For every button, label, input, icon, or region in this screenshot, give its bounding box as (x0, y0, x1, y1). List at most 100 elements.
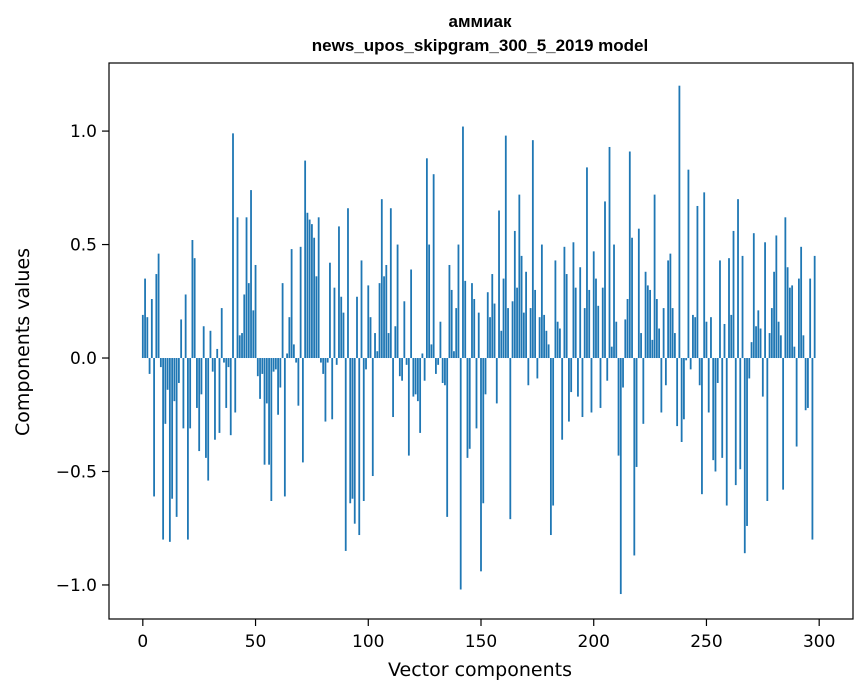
bar (347, 208, 349, 359)
bar (669, 253, 672, 359)
bar (484, 358, 487, 395)
bar (396, 244, 399, 359)
bar (685, 358, 688, 361)
bar (459, 358, 462, 590)
bar (387, 333, 390, 359)
bar (281, 283, 284, 359)
bar (392, 358, 394, 418)
bar (775, 235, 778, 359)
bar (335, 358, 338, 365)
bar (153, 358, 155, 497)
bar (374, 333, 376, 359)
bar (653, 194, 656, 359)
bar (283, 358, 286, 497)
bar (714, 358, 717, 472)
bar (141, 314, 144, 359)
bar (786, 267, 789, 359)
bar (313, 237, 316, 359)
bar (552, 358, 555, 506)
bar (455, 308, 458, 359)
bar (214, 358, 216, 440)
x-tick-label: 50 (245, 632, 267, 652)
bar (437, 358, 440, 365)
bar (788, 287, 791, 359)
bar (626, 299, 629, 359)
bar (561, 358, 564, 440)
bar (671, 308, 674, 359)
bar (689, 358, 692, 370)
bar (220, 308, 223, 359)
bars-group (141, 85, 816, 595)
bar (748, 358, 751, 379)
bar (315, 276, 318, 359)
bar (613, 244, 615, 359)
bar (290, 249, 293, 359)
bar (365, 358, 367, 370)
bar (791, 285, 794, 359)
bar (358, 358, 361, 536)
bar (493, 303, 496, 359)
bar (333, 287, 336, 359)
y-tick-label: −0.5 (56, 462, 97, 482)
bar (182, 358, 185, 429)
bar (187, 358, 189, 540)
bar (218, 358, 221, 433)
bar (683, 358, 685, 420)
bar (649, 289, 651, 359)
bar (322, 358, 325, 374)
bar (299, 246, 302, 359)
bar (428, 244, 431, 359)
bar (232, 133, 234, 359)
bar (658, 328, 661, 359)
bar (579, 267, 582, 359)
bar (703, 192, 706, 359)
bar (207, 358, 210, 481)
bar (155, 274, 158, 359)
bar (755, 326, 757, 359)
bar (604, 201, 606, 359)
bar (757, 310, 760, 359)
y-tick-label: 0.0 (70, 349, 97, 369)
bar (446, 358, 449, 517)
bar (592, 251, 595, 359)
bar (588, 289, 591, 359)
y-tick-label: 1.0 (70, 122, 97, 142)
bar (764, 242, 766, 359)
bar (421, 353, 424, 359)
bar (743, 358, 746, 554)
bar (696, 205, 699, 359)
bar (480, 358, 482, 572)
bar (694, 317, 697, 359)
bar (329, 262, 331, 359)
bar (419, 358, 422, 433)
x-axis-label: Vector components (388, 659, 572, 681)
bar (595, 278, 597, 359)
bar (250, 190, 252, 359)
bar (549, 358, 552, 536)
bar (617, 358, 620, 456)
bar (770, 308, 773, 359)
bar (750, 342, 753, 359)
bar (495, 358, 498, 404)
bar (162, 358, 165, 540)
bar (516, 287, 518, 359)
bar (389, 208, 392, 359)
bar (180, 319, 183, 359)
bar (277, 358, 279, 415)
bar (800, 246, 803, 359)
bar (466, 358, 469, 458)
bar (667, 260, 670, 359)
bar (570, 358, 573, 393)
bar (425, 158, 428, 359)
x-tick-label: 0 (137, 632, 148, 652)
bar (398, 358, 401, 377)
bar (734, 358, 737, 486)
bar (338, 226, 340, 359)
bar (538, 317, 541, 359)
bar (608, 146, 611, 359)
bar (525, 271, 527, 359)
bar (448, 264, 451, 359)
bar (270, 358, 273, 501)
bar (349, 358, 352, 504)
